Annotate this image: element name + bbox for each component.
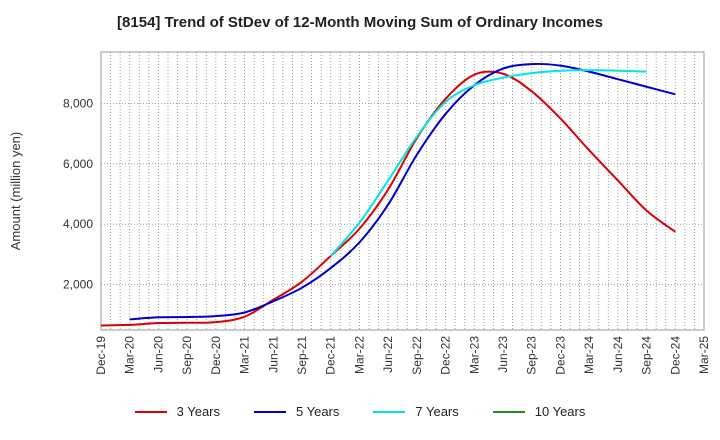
- x-tick-label: Dec-23: [553, 336, 567, 375]
- x-tick-label: Dec-21: [324, 336, 338, 375]
- x-tick-label: Jun-21: [266, 336, 280, 373]
- x-tick-label: Sep-24: [640, 336, 654, 375]
- x-tick-label: Jun-24: [611, 336, 625, 373]
- legend-item: 5 Years: [254, 404, 339, 419]
- y-axis-label: Amount (million yen): [8, 132, 23, 251]
- x-tick-label: Dec-22: [439, 336, 453, 375]
- y-tick-label: 6,000: [63, 157, 93, 171]
- x-tick-label: Dec-19: [94, 336, 108, 375]
- x-tick-label: Jun-20: [151, 336, 165, 373]
- axis-labels: 2,000 4,000 6,000 8,000 Dec-19 Mar-20 Jun-20 Se…: [63, 96, 711, 374]
- legend-label: 3 Years: [176, 404, 220, 419]
- legend: 3 Years 5 Years 7 Years 10 Years: [0, 404, 720, 419]
- x-tick-label: Sep-23: [525, 336, 539, 375]
- y-tick-label: 8,000: [63, 96, 93, 110]
- x-tick-label: Mar-20: [123, 336, 137, 374]
- legend-swatch: [373, 410, 406, 413]
- x-tick-label: Mar-24: [582, 336, 596, 374]
- legend-swatch: [134, 410, 167, 413]
- x-tick-label: Dec-24: [668, 336, 682, 375]
- legend-label: 5 Years: [296, 404, 340, 419]
- series-line-7-years: [329, 69, 647, 257]
- legend-label: 10 Years: [534, 404, 586, 419]
- y-tick-label: 2,000: [63, 278, 93, 292]
- x-tick-label: Sep-21: [295, 336, 309, 375]
- x-tick-label: Mar-25: [697, 336, 711, 374]
- x-tick-label: Mar-21: [238, 336, 252, 374]
- legend-item: 7 Years: [373, 404, 459, 419]
- legend-item: 3 Years: [134, 404, 220, 419]
- x-tick-label: Sep-22: [410, 336, 424, 375]
- legend-swatch: [254, 410, 286, 413]
- legend-label: 7 Years: [415, 404, 459, 419]
- x-tick-label: Jun-23: [496, 336, 510, 373]
- x-tick-label: Mar-22: [352, 336, 366, 374]
- legend-item: 10 Years: [492, 404, 586, 419]
- legend-swatch: [492, 410, 525, 413]
- x-tick-label: Jun-22: [381, 336, 395, 373]
- x-tick-label: Dec-20: [209, 336, 223, 375]
- y-tick-label: 4,000: [63, 217, 93, 231]
- chart-title: [8154] Trend of StDev of 12-Month Moving…: [117, 14, 603, 31]
- x-tick-label: Sep-20: [180, 336, 194, 375]
- plot-area: [100, 51, 705, 331]
- series-line-3-years: [100, 70, 676, 327]
- series-lines: [100, 62, 676, 327]
- x-tick-label: Mar-23: [467, 336, 481, 374]
